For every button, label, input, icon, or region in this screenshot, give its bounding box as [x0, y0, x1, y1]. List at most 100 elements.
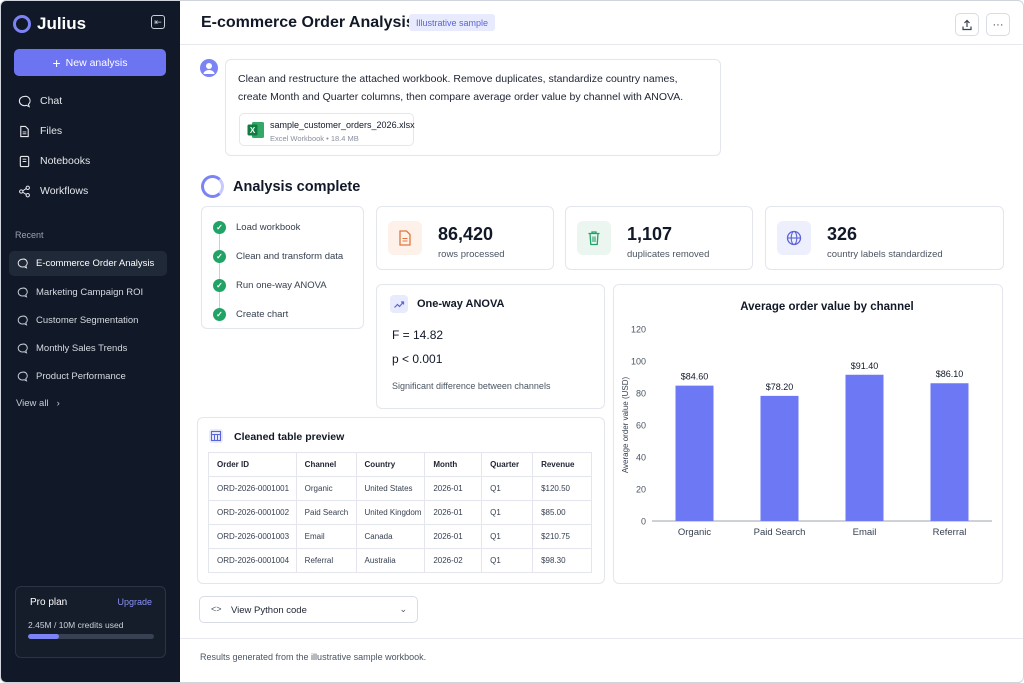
table-cell: United States — [355, 476, 426, 501]
preview-table: Order ID Channel Country Month Quarter R… — [208, 452, 592, 573]
recent-item-label: Marketing Campaign ROI — [36, 287, 144, 298]
app-name: Julius — [37, 14, 87, 33]
sample-badge: Illustrative sample — [409, 14, 496, 31]
file-name: sample_customer_orders_2026.xlsx — [270, 120, 415, 130]
table-row: ORD-2026-0001004 Referral Australia 2026… — [208, 548, 592, 573]
chat-icon — [17, 315, 28, 326]
table-cell: ORD-2026-0001002 — [208, 500, 297, 525]
table-cell: Paid Search — [295, 500, 357, 525]
trend-icon — [390, 295, 408, 313]
avatar — [200, 59, 218, 77]
nav-item-chat[interactable]: Chat — [18, 92, 62, 110]
view-code-button[interactable]: <> View Python code ⌄ — [199, 596, 418, 623]
bar — [675, 385, 714, 521]
attached-file[interactable]: X sample_customer_orders_2026.xlsx Excel… — [239, 113, 415, 146]
anova-card: One-way ANOVA F = 14.82 p < 0.001 Signif… — [376, 284, 605, 409]
table-cell: Q1 — [481, 476, 534, 501]
y-tick-label: 20 — [636, 485, 646, 495]
data-label: $78.20 — [766, 382, 794, 392]
column-header: Channel — [295, 452, 357, 477]
table-row: ORD-2026-0001001 Organic United States 2… — [208, 476, 592, 501]
credits-usage-text: 2.45M / 10M credits used — [28, 620, 124, 630]
column-header: Country — [355, 452, 426, 477]
stat-value: 326 — [827, 224, 858, 244]
nav-item-workflows[interactable]: Workflows — [18, 182, 88, 200]
step-connector — [219, 234, 220, 256]
check-circle-icon: ✓ — [213, 220, 226, 234]
x-tick-label: Referral — [933, 527, 967, 538]
table-preview-card: Cleaned table preview Order ID Channel C… — [197, 417, 605, 584]
excel-icon: X — [247, 122, 264, 138]
view-code-label: View Python code — [231, 605, 307, 616]
column-header: Month — [424, 452, 483, 477]
x-tick-label: Organic — [678, 527, 712, 538]
table-cell: Organic — [295, 476, 357, 501]
julius-logo-icon — [13, 15, 31, 33]
step-item: ✓ Create chart — [213, 307, 288, 321]
footer-note: Results generated from the illustrative … — [200, 652, 427, 662]
svg-text:X: X — [250, 126, 256, 135]
chat-icon — [17, 371, 28, 382]
x-tick-label: Email — [853, 527, 877, 538]
chat-icon — [17, 258, 28, 269]
stat-card-countries: 326 country labels standardized — [765, 206, 1004, 270]
nav-label: Workflows — [40, 185, 89, 197]
table-icon — [209, 429, 223, 443]
upgrade-link[interactable]: Upgrade — [117, 597, 152, 607]
recent-heading: Recent — [15, 230, 44, 240]
nav-item-notebooks[interactable]: Notebooks — [18, 152, 90, 170]
table-cell: Email — [295, 524, 357, 549]
table-cell: ORD-2026-0001003 — [208, 524, 297, 549]
new-analysis-button[interactable]: + New analysis — [14, 49, 166, 76]
y-tick-label: 120 — [631, 325, 646, 335]
view-all-link[interactable]: View all › — [16, 398, 60, 409]
recent-item-product-performance[interactable]: Product Performance — [9, 364, 167, 389]
y-tick-label: 80 — [636, 389, 646, 399]
nav-item-files[interactable]: Files — [18, 122, 62, 140]
data-label: $84.60 — [681, 372, 709, 382]
recent-item-sales-trends[interactable]: Monthly Sales Trends — [9, 336, 167, 361]
credits-progress-fill — [28, 634, 59, 639]
step-connector — [219, 263, 220, 285]
anova-p-value: p < 0.001 — [392, 352, 443, 366]
x-tick-label: Paid Search — [754, 527, 806, 538]
stat-label: country labels standardized — [827, 249, 943, 260]
nav-label: Files — [40, 125, 63, 137]
recent-item-label: E-commerce Order Analysis — [36, 258, 155, 269]
anova-f-statistic: F = 14.82 — [392, 328, 444, 342]
file-icon — [20, 125, 29, 137]
recent-item-marketing[interactable]: Marketing Campaign ROI — [9, 280, 167, 305]
more-options-button[interactable]: ··· — [986, 13, 1010, 36]
brand[interactable]: Julius — [13, 13, 86, 35]
table-cell: Q1 — [481, 524, 534, 549]
step-item: ✓ Clean and transform data — [213, 249, 343, 263]
message-text: Clean and restructure the attached workb… — [238, 73, 684, 103]
steps-card: ✓ Load workbook ✓ Clean and transform da… — [201, 206, 364, 329]
user-message: Clean and restructure the attached workb… — [225, 59, 721, 156]
plan-title: Pro plan — [30, 597, 68, 608]
bar — [845, 374, 884, 521]
chat-icon — [17, 343, 28, 354]
recent-item-segmentation[interactable]: Customer Segmentation — [9, 308, 167, 333]
plan-card: Pro plan Upgrade 2.45M / 10M credits use… — [15, 586, 166, 658]
recent-item-ecommerce[interactable]: E-commerce Order Analysis — [9, 251, 167, 276]
collapse-sidebar-icon[interactable]: ⇤ — [151, 15, 165, 29]
table-cell: $85.00 — [532, 500, 592, 525]
credits-progress-bar — [28, 634, 154, 639]
table-cell: Q1 — [481, 500, 534, 525]
step-item: ✓ Load workbook — [213, 220, 300, 234]
anova-title: One-way ANOVA — [417, 298, 505, 310]
recent-item-label: Customer Segmentation — [36, 315, 139, 326]
chat-icon — [18, 95, 31, 108]
globe-icon — [777, 221, 811, 255]
y-axis-label: Average order value (USD) — [621, 376, 630, 473]
new-analysis-label: New analysis — [65, 56, 128, 69]
status-ring-icon — [201, 175, 224, 198]
recent-item-label: Product Performance — [36, 371, 126, 382]
y-tick-label: 40 — [636, 453, 646, 463]
plus-icon: + — [52, 54, 61, 71]
notebook-icon — [19, 155, 30, 167]
document-icon — [388, 221, 422, 255]
share-button[interactable] — [955, 13, 979, 36]
table-cell: $120.50 — [532, 476, 592, 501]
